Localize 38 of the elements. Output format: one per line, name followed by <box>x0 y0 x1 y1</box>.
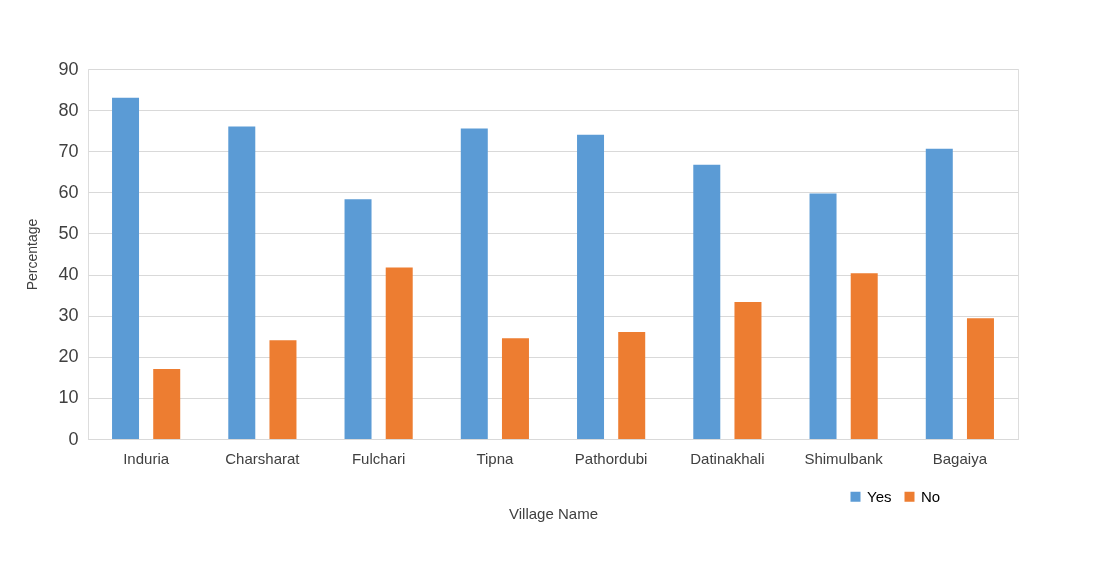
bar <box>501 338 529 439</box>
y-tick-label: 70 <box>58 140 79 161</box>
bar <box>112 97 140 439</box>
y-tick-label: 20 <box>58 346 79 367</box>
y-tick-label: 10 <box>58 387 79 408</box>
y-tick-label: 50 <box>58 222 79 243</box>
x-tick-label: Induria <box>123 449 170 467</box>
bar <box>344 199 372 439</box>
x-tick-label: Datinakhali <box>690 449 765 467</box>
y-tick-label: 40 <box>58 264 79 285</box>
bar <box>577 134 605 439</box>
y-tick-label: 30 <box>58 305 79 326</box>
bar <box>153 369 181 439</box>
bar <box>966 318 994 439</box>
bar <box>734 302 762 439</box>
legend-label: No <box>921 487 941 505</box>
bar <box>269 340 297 439</box>
bar <box>809 193 837 439</box>
y-tick-label: 60 <box>58 181 79 202</box>
bar <box>925 148 953 439</box>
x-axis-title: Village Name <box>509 504 598 522</box>
bar <box>385 267 413 439</box>
x-tick-label: Bagaiya <box>932 449 988 467</box>
legend-label: Yes <box>867 487 892 505</box>
bar <box>850 273 878 439</box>
bar <box>618 332 646 439</box>
y-tick-label: 0 <box>68 428 79 449</box>
y-tick-label: 90 <box>58 58 79 79</box>
x-tick-label: Shimulbank <box>804 449 884 467</box>
x-tick-label: Pathordubi <box>574 449 648 467</box>
y-axis-title: Percentage <box>24 218 41 291</box>
x-tick-label: Fulchari <box>351 449 406 467</box>
y-tick-label: 80 <box>58 99 79 120</box>
x-tick-label: Charsharat <box>225 449 301 467</box>
bar <box>693 164 721 439</box>
bar <box>460 128 488 439</box>
bar <box>228 126 256 439</box>
x-tick-label: Tipna <box>476 449 515 467</box>
